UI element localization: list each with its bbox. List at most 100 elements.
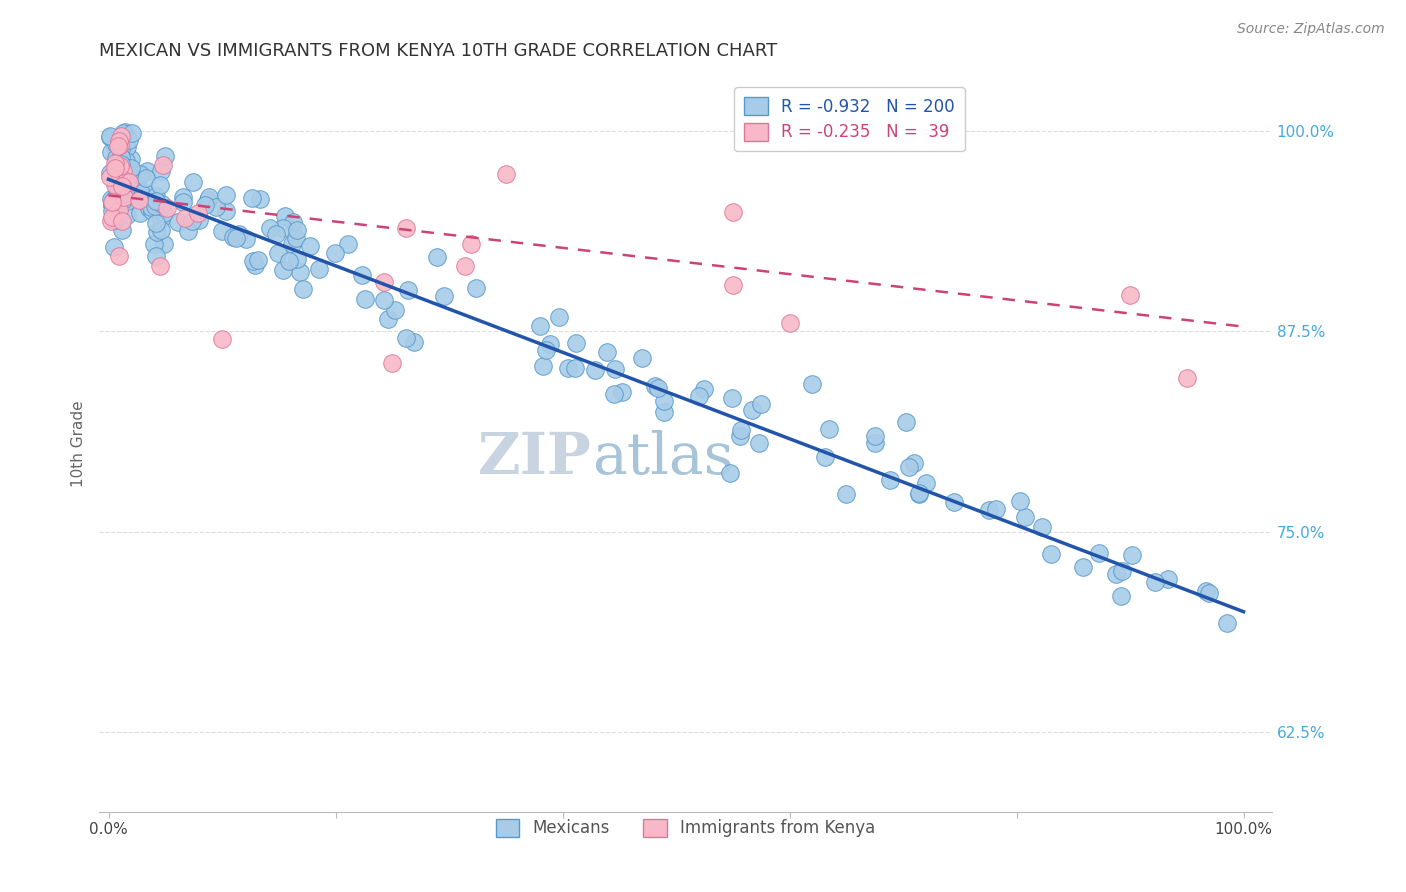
Point — [285, 231, 308, 245]
Point — [128, 185, 150, 199]
Point — [108, 167, 131, 181]
Point — [100, 192, 122, 206]
Point — [194, 198, 217, 212]
Point — [1121, 549, 1143, 563]
Point — [180, 214, 202, 228]
Point — [110, 183, 132, 197]
Point — [460, 236, 482, 251]
Point — [188, 213, 211, 227]
Point — [101, 198, 124, 212]
Point — [495, 167, 517, 181]
Point — [128, 192, 150, 206]
Point — [101, 195, 124, 210]
Point — [1198, 586, 1220, 600]
Point — [110, 159, 132, 173]
Point — [103, 240, 125, 254]
Point — [114, 186, 136, 200]
Point — [110, 157, 132, 171]
Point — [134, 186, 156, 201]
Point — [1175, 371, 1198, 385]
Point — [259, 221, 281, 235]
Point — [903, 456, 925, 470]
Point — [129, 167, 152, 181]
Point — [211, 333, 233, 347]
Point — [718, 467, 741, 481]
Point — [101, 198, 124, 212]
Point — [610, 384, 633, 399]
Text: atlas: atlas — [592, 430, 734, 486]
Point — [197, 193, 219, 207]
Point — [104, 201, 127, 215]
Point — [153, 237, 176, 252]
Point — [240, 191, 263, 205]
Point — [112, 175, 135, 189]
Point — [98, 170, 121, 185]
Point — [149, 259, 172, 273]
Point — [108, 148, 131, 162]
Point — [984, 501, 1007, 516]
Point — [105, 177, 128, 191]
Point — [564, 361, 586, 376]
Point — [115, 161, 138, 176]
Point — [105, 136, 128, 151]
Y-axis label: 10th Grade: 10th Grade — [72, 401, 86, 487]
Point — [287, 252, 309, 266]
Point — [336, 236, 359, 251]
Point — [274, 209, 297, 223]
Point — [98, 130, 121, 145]
Point — [277, 254, 299, 268]
Point — [120, 152, 142, 166]
Text: MEXICAN VS IMMIGRANTS FROM KENYA 10TH GRADE CORRELATION CHART: MEXICAN VS IMMIGRANTS FROM KENYA 10TH GR… — [100, 42, 778, 60]
Point — [173, 211, 195, 225]
Point — [187, 206, 209, 220]
Point — [228, 227, 250, 241]
Point — [104, 191, 127, 205]
Point — [104, 213, 127, 227]
Point — [115, 154, 138, 169]
Point — [298, 239, 321, 253]
Point — [117, 140, 139, 154]
Point — [943, 494, 966, 508]
Point — [117, 168, 139, 182]
Point — [98, 128, 121, 143]
Point — [107, 139, 129, 153]
Point — [323, 245, 346, 260]
Point — [426, 250, 449, 264]
Point — [631, 351, 654, 365]
Point — [603, 387, 626, 401]
Point — [779, 317, 801, 331]
Point — [107, 200, 129, 214]
Point — [101, 195, 124, 210]
Point — [101, 203, 124, 218]
Point — [149, 178, 172, 193]
Point — [281, 236, 304, 251]
Point — [404, 334, 426, 349]
Point — [647, 381, 669, 395]
Point — [112, 166, 135, 180]
Point — [454, 259, 477, 273]
Point — [396, 283, 419, 297]
Point — [693, 382, 716, 396]
Point — [141, 200, 163, 214]
Point — [125, 166, 148, 180]
Point — [894, 415, 917, 429]
Point — [108, 249, 131, 263]
Point — [373, 293, 395, 308]
Point — [1143, 575, 1166, 590]
Point — [225, 231, 247, 245]
Point — [898, 460, 921, 475]
Point — [117, 208, 139, 222]
Point — [112, 163, 135, 178]
Point — [246, 253, 269, 268]
Point — [915, 475, 938, 490]
Point — [172, 195, 194, 210]
Point — [1088, 546, 1111, 560]
Point — [100, 213, 122, 227]
Point — [108, 137, 131, 152]
Point — [120, 161, 142, 176]
Point — [103, 213, 125, 227]
Point — [222, 230, 245, 244]
Point — [150, 163, 173, 178]
Point — [153, 148, 176, 162]
Point — [101, 194, 124, 209]
